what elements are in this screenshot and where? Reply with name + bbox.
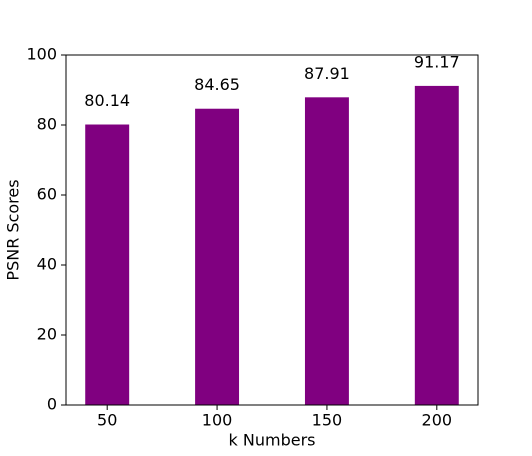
data-label: 91.17	[414, 52, 460, 71]
y-tick-label: 100	[26, 45, 57, 64]
y-axis-label: PSNR Scores	[4, 179, 23, 280]
y-tick-label: 20	[37, 325, 57, 344]
data-label: 84.65	[194, 75, 240, 94]
x-tick-label: 150	[312, 411, 343, 430]
bar	[414, 85, 459, 405]
bar	[85, 124, 130, 405]
data-label: 80.14	[84, 91, 130, 110]
plot-frame	[65, 54, 479, 406]
data-label: 87.91	[304, 64, 350, 83]
bar	[304, 97, 349, 405]
x-axis-label: k Numbers	[229, 431, 316, 450]
y-tick-label: 0	[47, 395, 57, 414]
bar	[195, 108, 240, 405]
y-tick-label: 80	[37, 115, 57, 134]
x-tick-label: 100	[202, 411, 233, 430]
y-tick-label: 40	[37, 255, 57, 274]
x-tick-label: 50	[97, 411, 117, 430]
y-tick-label: 60	[37, 185, 57, 204]
x-tick-label: 200	[422, 411, 453, 430]
